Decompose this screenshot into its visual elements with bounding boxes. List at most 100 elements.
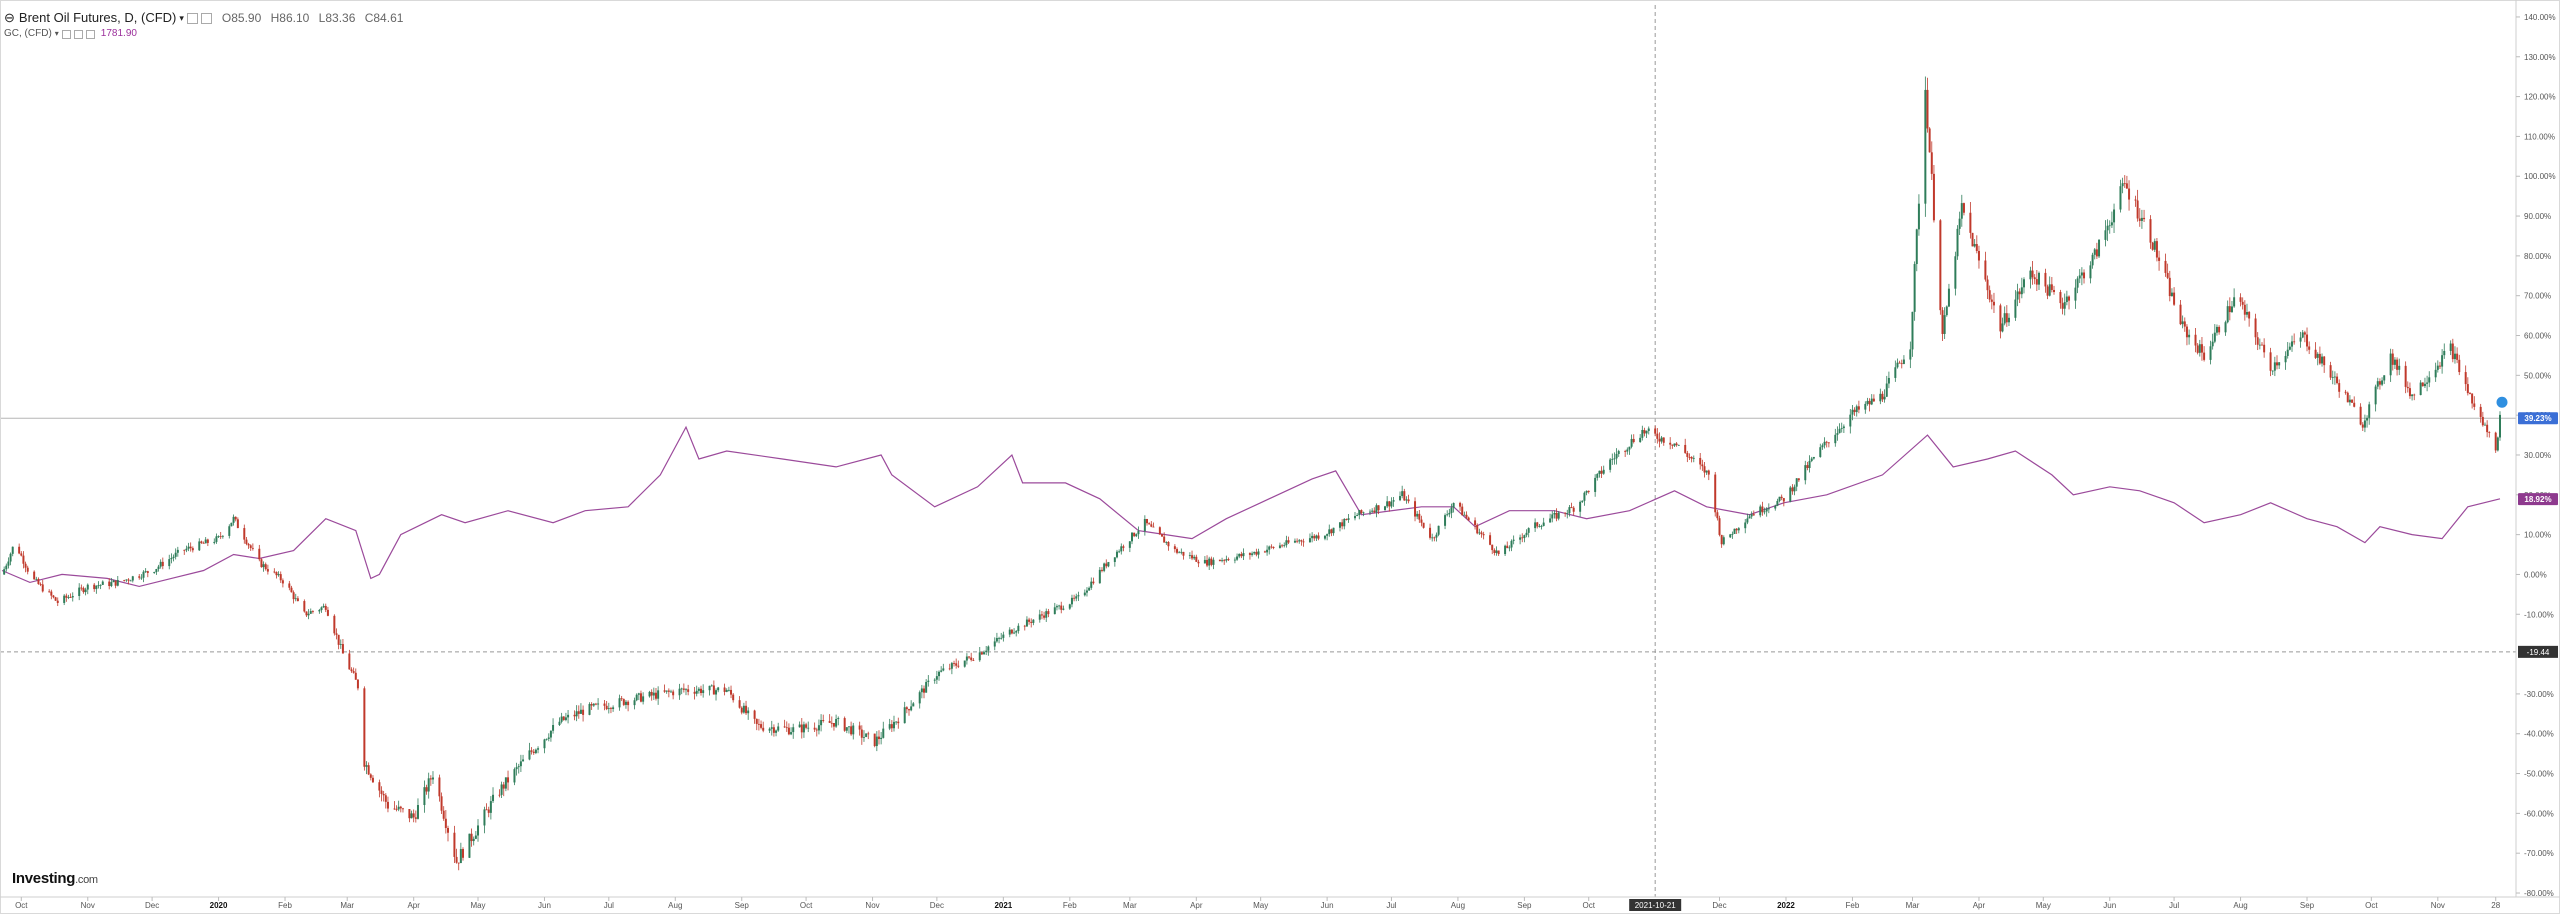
candle-body <box>2059 292 2062 304</box>
candle-body <box>2078 275 2081 279</box>
eye-icon[interactable] <box>61 29 71 39</box>
candle-body <box>858 725 861 730</box>
candle-body <box>311 611 314 612</box>
candle-body <box>1797 478 1800 481</box>
candle-body <box>867 733 870 735</box>
candle-body <box>1360 510 1363 513</box>
candle-body <box>730 689 733 695</box>
candle-body <box>1630 438 1633 447</box>
candle-body <box>1085 590 1088 593</box>
gold-line <box>1 425 2501 588</box>
open-value: O85.90 <box>221 11 262 25</box>
candle-body <box>71 596 74 598</box>
candle-body <box>1840 428 1843 429</box>
y-tick-label: 30.00% <box>2524 451 2551 460</box>
candle-body <box>1853 409 1856 413</box>
candle-body <box>745 705 748 714</box>
candle-body <box>2488 432 2491 433</box>
candle-body <box>1263 551 1266 553</box>
candle-body <box>927 680 930 682</box>
candle-body <box>1557 512 1560 519</box>
candle-body <box>948 668 951 670</box>
secondary-symbol[interactable]: GC, (CFD) <box>4 28 52 39</box>
candle-body <box>2203 352 2206 360</box>
primary-symbol[interactable]: Brent Oil Futures, D, (CFD) <box>18 10 177 25</box>
chevron-down-icon[interactable]: ▾ <box>179 13 184 23</box>
candle-body <box>251 547 254 549</box>
x-tick-label: Sep <box>2300 901 2315 910</box>
x-tick-label: Jul <box>1386 901 1396 910</box>
candle-body <box>2363 420 2366 428</box>
candle-body <box>1002 634 1005 638</box>
candle-body <box>354 672 357 680</box>
candle-body <box>386 801 389 809</box>
candle-body <box>337 634 340 645</box>
y-tick-label: 70.00% <box>2524 292 2551 301</box>
candle-body <box>1315 535 1318 539</box>
candle-body <box>1917 203 1920 230</box>
candle-body <box>1583 492 1586 501</box>
candle-body <box>1431 537 1434 539</box>
candle-body <box>1010 629 1013 634</box>
candle-body <box>1506 545 1509 549</box>
settings-icon[interactable] <box>73 29 83 39</box>
candle-body <box>1842 426 1845 429</box>
candle-body <box>2022 279 2025 288</box>
candle-body <box>955 663 958 666</box>
candle-body <box>1176 549 1179 553</box>
collapse-icon[interactable]: ⊖ <box>4 10 15 25</box>
candle-body <box>594 703 597 705</box>
candle-body <box>2481 416 2484 426</box>
candle-body <box>339 644 342 645</box>
candle-body <box>1313 535 1316 539</box>
candle-body <box>732 694 735 701</box>
candle-body <box>63 595 66 603</box>
candle-body <box>2074 287 2077 301</box>
candle-body <box>605 705 608 710</box>
chevron-down-icon[interactable]: ▾ <box>54 29 59 38</box>
close-icon[interactable] <box>85 29 95 39</box>
candle-body <box>1930 152 1933 174</box>
candle-body <box>1055 606 1058 608</box>
x-tick-label: May <box>1253 901 1268 910</box>
candle-body <box>1613 458 1616 460</box>
candle-body <box>1493 550 1496 553</box>
candle-body <box>1851 409 1854 415</box>
candle-body <box>798 724 801 728</box>
candle-body <box>1266 549 1269 553</box>
candle-body <box>978 652 981 661</box>
candle-body <box>2496 437 2499 451</box>
candle-body <box>264 564 267 570</box>
candle-body <box>1092 581 1095 584</box>
candle-body <box>2063 302 2066 309</box>
candle-body <box>41 584 44 592</box>
y-tick-label: 110.00% <box>2524 132 2555 141</box>
candle-body <box>1900 363 1903 365</box>
candle-body <box>2173 292 2176 305</box>
candle-body <box>1654 428 1657 434</box>
candle-body <box>517 766 520 768</box>
brent-candles <box>3 76 2501 871</box>
candle-body <box>2143 217 2146 220</box>
candle-body <box>777 726 780 731</box>
candle-body <box>399 806 402 809</box>
bell-icon[interactable] <box>2496 396 2508 408</box>
candle-body <box>176 549 179 553</box>
candle-body <box>1662 437 1665 443</box>
close-icon[interactable] <box>200 12 212 24</box>
candle-body <box>230 522 233 527</box>
candle-body <box>99 584 102 586</box>
candle-body <box>530 750 533 752</box>
candle-body <box>998 637 1001 639</box>
candle-body <box>1270 546 1273 548</box>
y-tick-label: -10.00% <box>2524 610 2554 619</box>
candle-body <box>65 595 68 598</box>
candle-body <box>837 718 840 719</box>
candle-body <box>1671 444 1674 446</box>
candle-body <box>2119 186 2122 210</box>
candle-body <box>1896 362 1899 368</box>
candle-body <box>1675 443 1678 446</box>
settings-icon[interactable] <box>186 12 198 24</box>
candle-body <box>1343 518 1346 527</box>
